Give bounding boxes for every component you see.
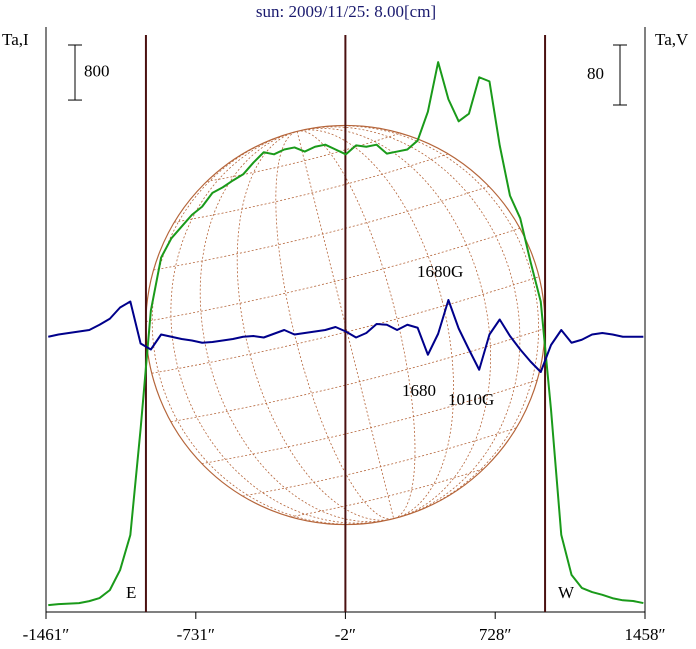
data-line xyxy=(48,299,644,373)
annotation: 1680 xyxy=(402,381,436,400)
parallel xyxy=(201,379,538,465)
x-tick-label: -2″ xyxy=(335,625,356,644)
data-line xyxy=(48,61,644,607)
parallel xyxy=(206,132,401,182)
parallel xyxy=(145,227,521,322)
parallel xyxy=(170,328,546,423)
parallel xyxy=(290,468,485,518)
y2-axis-label: Ta,V xyxy=(655,30,689,49)
meridian xyxy=(296,131,395,519)
annotation: W xyxy=(558,583,575,602)
parallel xyxy=(242,427,517,497)
x-tick-label: 728″ xyxy=(479,625,512,644)
x-tick-label: 1458″ xyxy=(624,625,665,644)
annotation: E xyxy=(126,583,136,602)
chart-title: sun: 2009/11/25: 8.00[cm] xyxy=(256,2,436,21)
y-axis-label: Ta,I xyxy=(2,30,29,49)
parallel xyxy=(174,153,449,223)
annotation: 1010G xyxy=(448,390,494,409)
x-tick-label: -1461″ xyxy=(23,625,70,644)
scale-bar-label: 80 xyxy=(587,64,604,83)
annotation: 1680G xyxy=(417,262,463,281)
x-tick-label: -731″ xyxy=(177,625,215,644)
parallel xyxy=(153,185,490,271)
parallel xyxy=(151,276,540,374)
scale-bar-label: 800 xyxy=(84,61,110,80)
